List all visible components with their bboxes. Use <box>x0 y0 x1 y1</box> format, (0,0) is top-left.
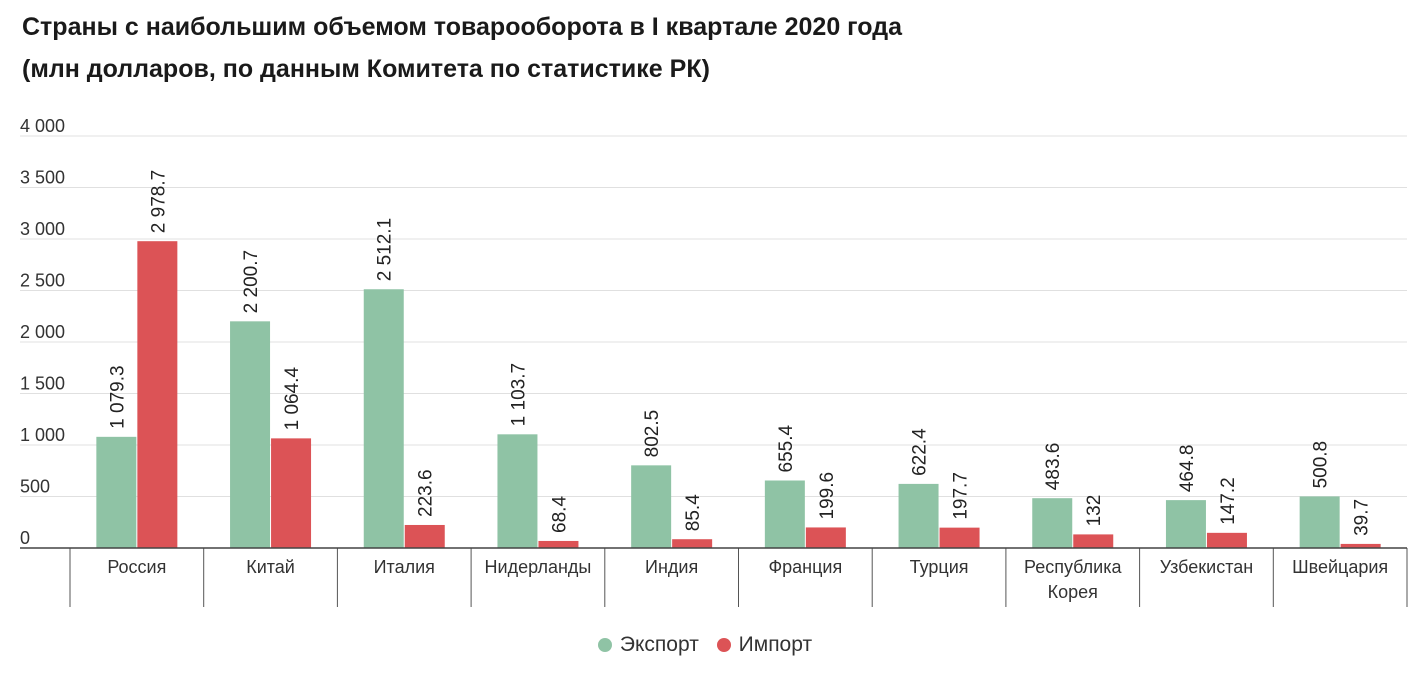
y-tick-label: 1 500 <box>20 374 65 394</box>
y-tick-label: 3 500 <box>20 168 65 188</box>
x-tick-label: Турция <box>910 557 969 577</box>
data-label: 655.4 <box>776 425 797 473</box>
chart-legend: Экспорт Импорт <box>0 633 1410 658</box>
bar-export <box>497 434 538 548</box>
x-tick-label: Швейцария <box>1292 557 1388 577</box>
x-tick-label: Узбекистан <box>1160 557 1254 577</box>
chart-subtitle: (млн долларов, по данным Комитета по ста… <box>22 55 710 83</box>
y-tick-label: 1 000 <box>20 425 65 445</box>
bar-import <box>939 527 980 548</box>
bar-import <box>538 540 579 548</box>
data-label: 622.4 <box>910 428 931 476</box>
data-label: 147.2 <box>1218 477 1239 525</box>
bar-import <box>404 524 445 548</box>
x-tick-label: Республика <box>1024 557 1123 577</box>
legend-swatch-export <box>597 638 612 652</box>
bar-import <box>137 241 178 548</box>
y-tick-label: 0 <box>20 528 30 548</box>
x-tick-label: Корея <box>1048 582 1098 602</box>
x-tick-label: Франция <box>768 557 842 577</box>
bar-export <box>1032 498 1073 548</box>
bar-export <box>363 289 404 548</box>
data-label: 802.5 <box>642 410 663 458</box>
legend-label-export: Экспорт <box>619 633 699 656</box>
chart-title: Страны с наибольшим объемом товарооборот… <box>22 13 902 41</box>
x-tick-label: Нидерланды <box>485 557 592 577</box>
data-label: 68.4 <box>549 496 570 533</box>
x-tick-label: Италия <box>374 557 435 577</box>
bar-import <box>1206 532 1247 548</box>
y-tick-label: 2 500 <box>20 271 65 291</box>
data-label: 85.4 <box>683 494 704 531</box>
y-tick-label: 2 000 <box>20 322 65 342</box>
data-label: 1 064.4 <box>282 367 303 431</box>
bar-import <box>1073 534 1114 548</box>
data-label: 464.8 <box>1177 445 1198 493</box>
y-tick-label: 4 000 <box>20 116 65 136</box>
y-tick-label: 500 <box>20 477 50 497</box>
y-tick-label: 3 000 <box>20 219 65 239</box>
bar-import <box>271 438 312 548</box>
bar-import <box>1340 543 1381 548</box>
legend-label-import: Импорт <box>738 633 813 656</box>
bar-export <box>764 480 805 548</box>
legend-item-export: Экспорт <box>597 633 699 657</box>
data-label: 199.6 <box>817 472 838 520</box>
data-label: 2 200.7 <box>241 250 262 313</box>
bar-export <box>1299 496 1340 548</box>
x-tick-label: Россия <box>107 557 166 577</box>
data-label: 39.7 <box>1352 499 1373 536</box>
x-tick-label: Китай <box>246 557 295 577</box>
bar-import <box>805 527 846 548</box>
data-label: 197.7 <box>951 472 972 520</box>
bar-export <box>898 483 939 548</box>
data-label: 2 512.1 <box>375 218 396 281</box>
data-label: 500.8 <box>1311 441 1332 489</box>
data-label: 223.6 <box>416 469 437 517</box>
data-label: 1 103.7 <box>508 363 529 426</box>
legend-swatch-import <box>716 638 731 652</box>
x-tick-label: Индия <box>645 557 698 577</box>
bar-export <box>230 321 271 548</box>
data-label: 1 079.3 <box>107 365 128 428</box>
data-label: 132 <box>1084 495 1105 527</box>
bar-export <box>1165 500 1206 548</box>
data-label: 483.6 <box>1043 443 1064 491</box>
bar-export <box>631 465 672 548</box>
bar-import <box>672 539 713 548</box>
legend-item-import: Импорт <box>716 633 813 657</box>
bar-export <box>96 436 137 548</box>
data-label: 2 978.7 <box>148 170 169 233</box>
